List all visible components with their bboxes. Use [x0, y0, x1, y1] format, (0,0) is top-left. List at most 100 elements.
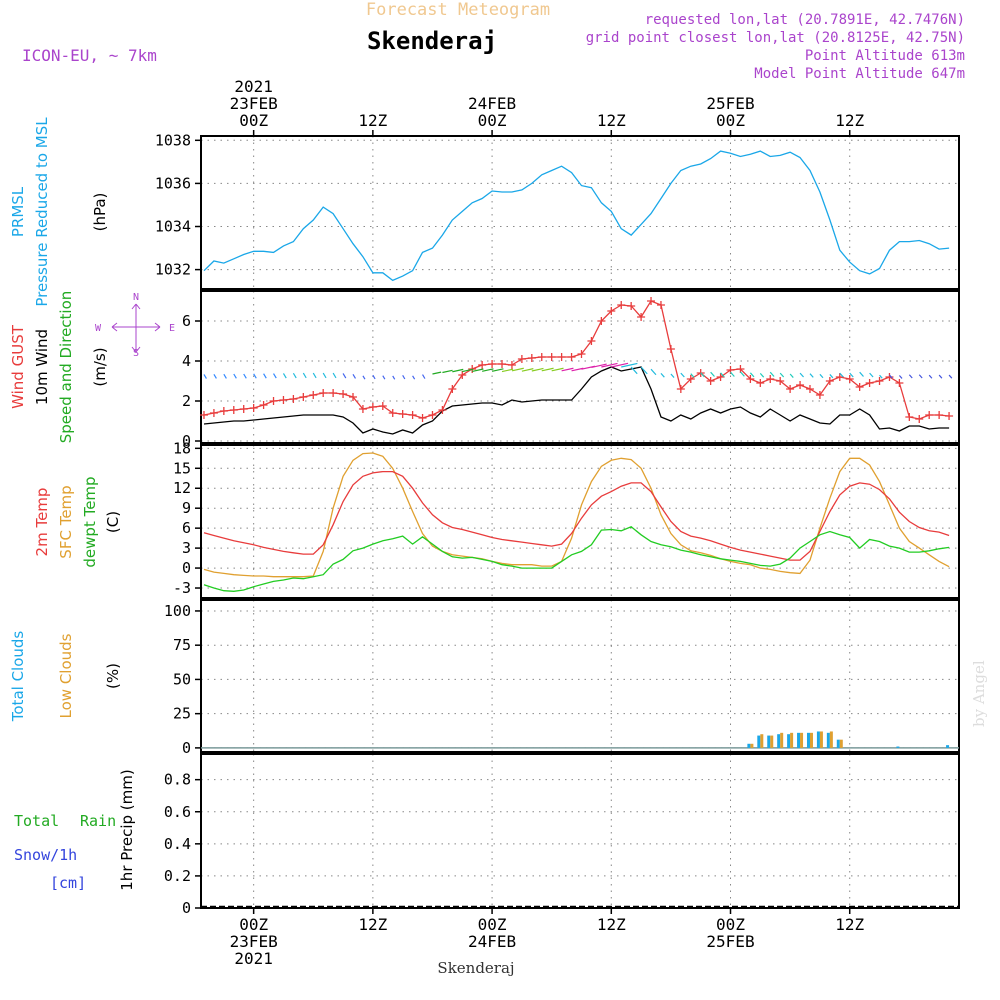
gust-point	[835, 373, 844, 381]
total-cloud-bar	[797, 732, 801, 748]
wind-arrow	[213, 373, 217, 379]
x-tick-label: 12Z	[835, 111, 864, 130]
gust-point	[527, 354, 536, 362]
precip-unit: 1hr Precip (mm)	[118, 769, 136, 890]
gust-point	[418, 414, 427, 422]
gust-point	[945, 412, 954, 420]
wind-arrow	[869, 372, 874, 378]
low-cloud-bar	[819, 731, 823, 748]
low-cloud-bar	[809, 732, 813, 748]
y-tick-label: 0.8	[164, 771, 191, 789]
clouds-unit: (%)	[104, 663, 122, 689]
pressure-line	[203, 150, 950, 282]
gust-point	[229, 406, 238, 414]
x-tick-label: 25FEB	[706, 94, 754, 113]
wind-label-gust: Wind GUST	[9, 324, 27, 409]
gust-point	[875, 377, 884, 385]
compass-e: E	[169, 323, 175, 334]
compass-s: S	[133, 348, 139, 359]
wind-arrow	[372, 374, 376, 380]
wind-arrow	[472, 368, 484, 373]
panel-frame	[200, 290, 960, 444]
x-tick-label: 00Z	[478, 111, 507, 130]
gust-point	[408, 411, 417, 419]
x-tick-label: 24FEB	[468, 932, 516, 951]
gust-point	[905, 413, 914, 421]
wind-direction-arrows	[203, 362, 953, 380]
gust-point	[815, 391, 824, 399]
wind-arrow	[918, 374, 923, 379]
wind-arrow	[203, 374, 207, 379]
gust-point	[478, 361, 487, 369]
x-tick-label: 23FEB	[230, 932, 278, 951]
gust-point	[239, 405, 248, 413]
gust-point	[825, 377, 834, 385]
gust-point	[289, 395, 298, 403]
wind-arrow	[720, 372, 725, 378]
total-cloud-bar	[826, 732, 830, 748]
wind-arrow	[908, 374, 913, 379]
gust-point	[517, 355, 526, 363]
wind-arrow	[839, 372, 844, 378]
wind-arrow	[402, 375, 406, 380]
total-cloud-bar	[767, 735, 771, 748]
wind-arrow	[412, 375, 416, 380]
clouds-label-total: Total Clouds	[9, 631, 27, 723]
point-altitude: Point Altitude 613m	[805, 48, 965, 64]
wind-arrow	[462, 368, 474, 373]
gust-point	[547, 353, 556, 361]
panel-frame	[200, 444, 960, 599]
y-tick-label: 0.4	[164, 835, 191, 853]
wind-arrow	[730, 371, 735, 377]
compass-n: N	[133, 292, 139, 303]
total-cloud-bar	[836, 739, 840, 748]
wind-arrow	[749, 372, 755, 378]
gust-point	[319, 389, 328, 397]
wind-arrow	[789, 373, 794, 378]
requested-coords: requested lon,lat (20.7891E, 42.7476N)	[645, 12, 965, 28]
wind-speed-line	[203, 366, 950, 435]
wind-arrow	[531, 367, 544, 372]
gust-point	[249, 404, 258, 412]
gust-point	[587, 337, 596, 345]
precip-label-cm: [cm]	[50, 874, 86, 892]
temp-label-2m: 2m Temp	[33, 488, 51, 557]
wind-arrow	[680, 372, 685, 378]
wind-arrow	[739, 371, 745, 377]
wind-arrow	[710, 371, 715, 377]
model-name: ICON-EU, ~ 7km	[22, 46, 157, 65]
y-tick-label: 2	[182, 392, 191, 410]
gust-point	[458, 371, 467, 379]
gust-point	[398, 410, 407, 418]
y-tick-label: 75	[173, 636, 191, 654]
x-tick-label: 12Z	[835, 915, 864, 934]
wind-arrow	[889, 374, 893, 379]
temp-2m-line	[203, 470, 950, 561]
y-tick-label: 15	[173, 459, 191, 477]
dewpt-line	[203, 526, 950, 592]
gust-point	[309, 391, 318, 399]
gridpoint-coords: grid point closest lon,lat (20.8125E, 42…	[586, 30, 965, 46]
wind-arrow	[769, 371, 775, 377]
low-cloud-bar	[770, 735, 774, 748]
gust-point	[428, 411, 437, 419]
panel-precip: 0.8 0.6 0.4 0.2 0	[164, 753, 960, 917]
wind-arrow	[591, 363, 607, 368]
gust-point	[498, 360, 507, 368]
gust-point	[448, 385, 457, 393]
x-tick-label: 12Z	[597, 915, 626, 934]
wind-arrow	[342, 373, 347, 379]
gust-point	[776, 377, 785, 385]
precip-label-snow: Snow/1h	[14, 846, 77, 864]
wind-arrow	[541, 367, 554, 372]
wind-arrow	[640, 366, 648, 375]
low-cloud-bar	[790, 732, 794, 748]
y-tick-label: 0	[182, 559, 191, 577]
y-tick-label: 0	[182, 899, 191, 917]
y-tick-label: 0.2	[164, 867, 191, 885]
wind-arrow	[650, 368, 657, 376]
y-tick-label: 1038	[155, 131, 191, 149]
